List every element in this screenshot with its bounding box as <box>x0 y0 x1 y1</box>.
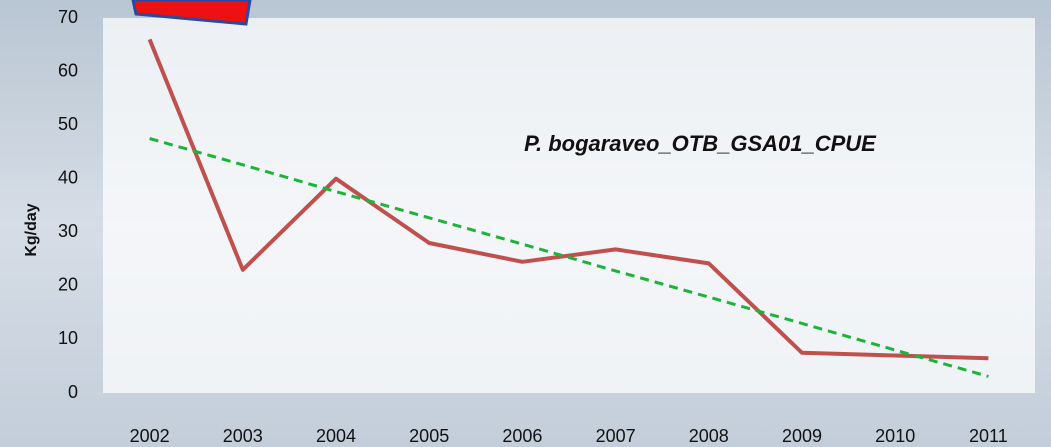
y-tick-label: 30 <box>58 221 78 241</box>
y-tick-label: 70 <box>58 7 78 27</box>
x-tick-label: 2003 <box>223 426 263 446</box>
x-tick-label: 2007 <box>596 426 636 446</box>
plot-area <box>103 18 1035 393</box>
x-tick-label: 2009 <box>782 426 822 446</box>
x-tick-label: 2008 <box>689 426 729 446</box>
y-tick-label: 20 <box>58 275 78 295</box>
chart-title: P. bogaraveo_OTB_GSA01_CPUE <box>524 131 877 156</box>
y-tick-label: 0 <box>68 382 78 402</box>
y-axis-label: Kg/day <box>23 203 40 256</box>
data-line <box>147 38 989 361</box>
x-tick-label: 2004 <box>316 426 356 446</box>
trend-line <box>149 137 989 378</box>
y-tick-label: 10 <box>58 328 78 348</box>
decoration <box>131 0 252 26</box>
y-tick-label: 50 <box>58 114 78 134</box>
x-tick-label: 2010 <box>875 426 915 446</box>
y-tick-label: 40 <box>58 167 78 187</box>
x-tick-label: 2002 <box>130 426 170 446</box>
y-tick-label: 60 <box>58 60 78 80</box>
x-tick-label: 2005 <box>409 426 449 446</box>
x-tick-label: 2011 <box>969 426 1008 446</box>
x-tick-label: 2006 <box>502 426 542 446</box>
